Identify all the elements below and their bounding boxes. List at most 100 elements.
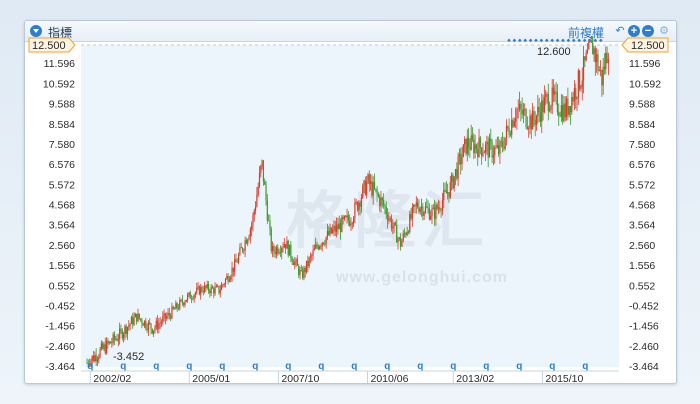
candle-body — [496, 145, 498, 148]
quarter-marker[interactable]: q — [549, 361, 555, 372]
candle-body — [124, 326, 126, 335]
candle-body — [285, 244, 287, 249]
gear-icon[interactable]: ⚙ — [659, 25, 669, 37]
quarter-marker[interactable]: q — [483, 361, 489, 372]
candle-body — [565, 98, 568, 118]
candle-body — [341, 217, 343, 232]
dividend-marker[interactable] — [572, 38, 576, 43]
dividend-marker[interactable] — [593, 38, 598, 43]
candle-body — [150, 323, 152, 329]
dividend-marker[interactable] — [561, 38, 565, 43]
candle-body — [491, 141, 493, 158]
candle-body — [117, 338, 119, 341]
candle-body — [409, 214, 411, 233]
zoom-in-icon[interactable]: + — [628, 25, 640, 37]
quarter-marker[interactable]: q — [351, 361, 357, 372]
candle-body — [116, 338, 118, 341]
candle-body — [369, 181, 372, 185]
candle-body — [279, 252, 282, 254]
adjust-mode-link[interactable]: 前複權 — [568, 26, 605, 40]
candle-body — [428, 208, 430, 220]
candle-body — [513, 121, 515, 127]
candle-body — [106, 340, 108, 354]
y-tick-label-left: 6.576 — [49, 159, 75, 171]
quarter-marker[interactable]: q — [252, 361, 258, 372]
watermark: 格隆汇 — [286, 184, 491, 257]
dividend-marker[interactable] — [507, 38, 511, 43]
candle-body — [401, 240, 403, 247]
quarter-marker[interactable]: q — [285, 361, 291, 372]
dividend-marker[interactable] — [555, 38, 560, 43]
candle-body — [181, 299, 183, 303]
candle-body — [141, 319, 143, 324]
x-tick-label: 2002/02 — [93, 373, 131, 383]
candle-body — [423, 212, 425, 216]
candle-body — [417, 202, 419, 207]
quarter-marker[interactable]: q — [153, 361, 159, 372]
dividend-marker[interactable] — [512, 38, 517, 43]
quarter-marker[interactable]: q — [384, 361, 390, 372]
candle-body — [196, 287, 198, 293]
candle-body — [538, 106, 540, 113]
candle-body — [520, 103, 522, 110]
candle-body — [499, 141, 501, 154]
candle-body — [430, 216, 432, 220]
dividend-marker[interactable] — [528, 38, 533, 43]
candle-body — [170, 315, 172, 319]
quarter-marker[interactable]: q — [87, 361, 93, 372]
candle-body — [403, 233, 406, 235]
quarter-marker[interactable]: q — [450, 361, 456, 372]
candle-body — [313, 248, 315, 251]
zoom-out-icon[interactable]: − — [642, 25, 654, 37]
quarter-marker[interactable]: q — [582, 361, 588, 372]
dividend-marker[interactable] — [577, 38, 581, 43]
candle-body — [158, 323, 160, 330]
candle-body — [214, 287, 216, 294]
dividend-marker[interactable] — [523, 38, 527, 43]
candle-body — [332, 229, 334, 233]
quarter-marker[interactable]: q — [318, 361, 324, 372]
undo-icon[interactable]: ↶ — [615, 25, 625, 37]
candle-body — [333, 226, 335, 230]
candle-body — [594, 48, 596, 63]
candle-body — [512, 119, 514, 127]
candle-body — [427, 207, 429, 209]
candle-body — [555, 91, 557, 93]
candle-body — [147, 322, 150, 331]
candle-body — [551, 87, 553, 107]
dividend-marker[interactable] — [550, 38, 554, 43]
candle-body — [543, 97, 545, 113]
current-value-tag-right: 12.500 — [621, 37, 669, 53]
y-tick-label-right: -1.456 — [629, 321, 659, 333]
dividend-marker[interactable] — [599, 38, 603, 43]
dividend-marker[interactable] — [545, 38, 549, 43]
quarter-marker[interactable]: q — [417, 361, 423, 372]
quarter-marker[interactable]: q — [219, 361, 225, 372]
candle-body — [172, 306, 174, 309]
candle-body — [206, 283, 208, 288]
dropdown-menu-button[interactable] — [30, 25, 42, 37]
candle-body — [470, 135, 472, 150]
dividend-marker[interactable] — [539, 38, 544, 43]
candle-body — [505, 126, 508, 138]
y-tick-label-right: 9.588 — [629, 99, 655, 111]
candle-body — [307, 260, 309, 267]
y-tick-label-left: 3.564 — [49, 220, 75, 232]
candle-body — [133, 317, 135, 325]
candle-body — [167, 312, 169, 317]
quarter-marker[interactable]: q — [186, 361, 192, 372]
candle-body — [308, 257, 310, 267]
dividend-marker[interactable] — [534, 38, 538, 43]
candle-body — [507, 126, 509, 129]
quarter-marker[interactable]: q — [516, 361, 522, 372]
y-tick-label-left: 8.584 — [49, 119, 75, 131]
candle-body — [469, 147, 471, 150]
candle-body — [456, 169, 458, 179]
chart-header: 指標 前複權 ↶ + − ⚙ — [25, 21, 676, 42]
dividend-marker[interactable] — [566, 38, 571, 43]
dividend-marker[interactable] — [582, 38, 587, 43]
candle-body — [202, 291, 204, 293]
candle-body — [350, 223, 352, 226]
quarter-marker[interactable]: q — [120, 361, 126, 372]
dividend-marker[interactable] — [518, 38, 522, 43]
